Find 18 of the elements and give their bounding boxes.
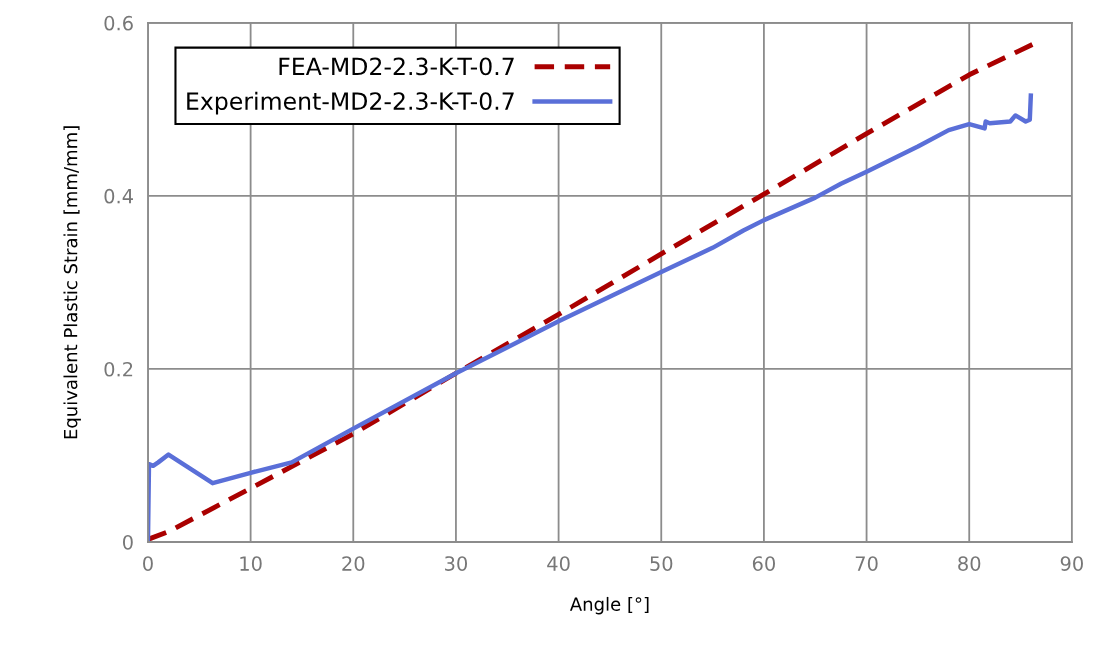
x-tick-label: 50 — [650, 556, 673, 571]
legend-label: Experiment-MD2-2.3-K-T-0.7 — [187, 91, 514, 115]
x-tick-label: 40 — [547, 556, 570, 571]
x-tick-label: 30 — [445, 556, 468, 571]
x-tick-label: 10 — [240, 556, 262, 571]
y-tick-label: 0.6 — [104, 15, 133, 31]
y-axis-title: Equivalent Plastic Strain [mm/mm] — [63, 126, 81, 439]
x-tick-label: 80 — [958, 556, 981, 571]
y-tick-label: 0.4 — [104, 188, 133, 204]
x-tick-label: 0 — [143, 556, 153, 571]
y-tick-label: 0.2 — [104, 361, 133, 377]
x-tick-label: 70 — [855, 556, 878, 571]
x-tick-label: 90 — [1060, 556, 1083, 571]
x-axis-title: Angle [°] — [569, 596, 649, 615]
x-tick-label: 60 — [752, 556, 775, 571]
x-tick-label: 20 — [342, 556, 365, 571]
y-tick-label: 0 — [122, 534, 133, 550]
legend-label: FEA-MD2-2.3-K-T-0.7 — [279, 57, 514, 76]
